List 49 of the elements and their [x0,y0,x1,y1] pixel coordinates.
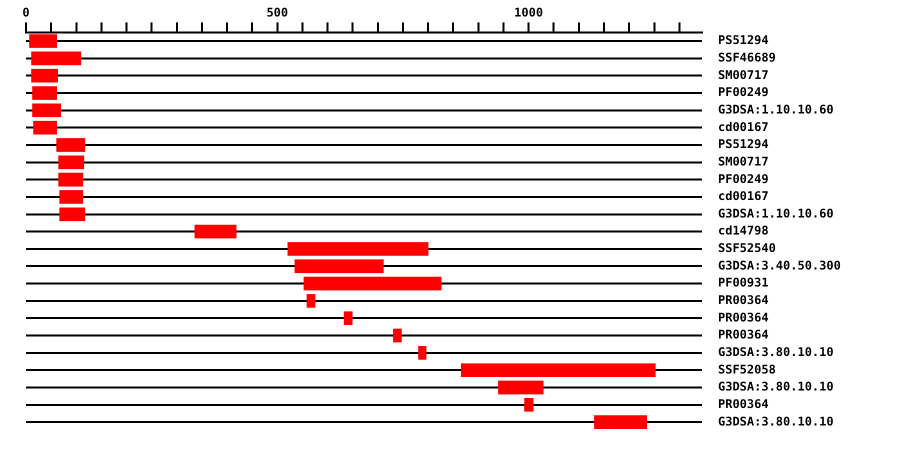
y-tick-label: PS51294 [718,137,769,152]
bar [418,346,426,360]
y-tick-label: SSF46689 [718,50,776,65]
bar [306,294,316,308]
y-tick-label: cd14798 [718,224,769,238]
y-tick-label: PR00364 [718,396,769,411]
bar [29,34,57,48]
bar [498,380,544,394]
x-tick-label: 1000 [514,5,544,20]
y-tick-label: G3DSA:3.80.10.10 [718,414,834,428]
y-tick-label: cd00167 [718,189,769,204]
y-tick-label: SSF52058 [718,362,776,376]
x-tick-label: 500 [266,5,288,20]
bar [56,138,86,152]
y-tick-label: G3DSA:3.80.10.10 [718,380,834,394]
bar [294,259,384,274]
bar [393,328,402,342]
bar [344,311,353,326]
bar [194,224,236,238]
x-tick-label: 0 [22,5,30,20]
bar [31,52,82,66]
y-tick-label: SM00717 [718,68,769,82]
bar [304,276,442,290]
y-tick-label: PF00931 [718,276,769,290]
bar [524,398,534,412]
y-tick-label: PS51294 [718,33,769,48]
y-tick-label: G3DSA:3.40.50.300 [718,258,841,272]
y-tick-label: cd00167 [718,120,769,134]
bar [59,207,86,222]
y-tick-label: G3DSA:3.80.10.10 [718,344,834,359]
y-tick-label: SSF52540 [718,241,776,256]
y-tick-label: G3DSA:1.10.10.60 [718,206,834,220]
y-tick-label: G3DSA:1.10.10.60 [718,102,834,116]
y-tick-label: PR00364 [718,328,769,342]
bar [33,120,57,134]
bar [288,242,428,256]
bar [31,68,58,83]
bar [32,86,57,100]
bar [460,363,656,378]
y-tick-label: PR00364 [718,310,769,324]
bar [594,415,648,429]
bar [32,104,62,118]
bar [58,155,84,170]
bar [59,190,84,204]
y-tick-label: PF00249 [718,85,769,100]
y-tick-label: PF00249 [718,172,769,186]
bar [58,172,84,186]
y-tick-label: SM00717 [718,154,769,168]
y-tick-label: PR00364 [718,293,769,308]
